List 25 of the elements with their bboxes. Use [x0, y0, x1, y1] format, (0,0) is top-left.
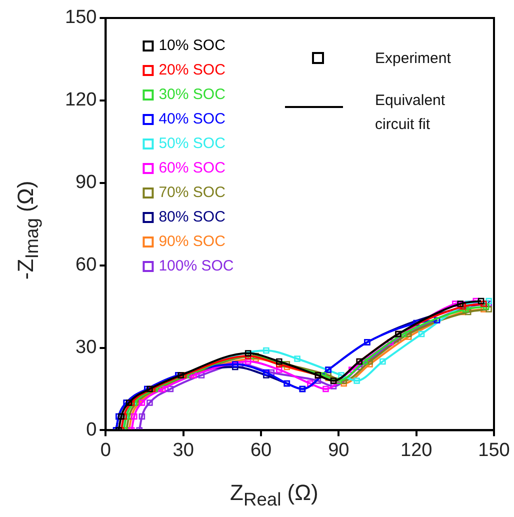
legend-label: 60% SOC — [158, 160, 226, 177]
y-tick-label: 120 — [65, 90, 97, 111]
x-tick-label: 90 — [328, 440, 350, 461]
x-axis-title: Z$_{Real}$ (Ω) — [230, 480, 318, 510]
legend-label: 100% SOC — [158, 258, 234, 275]
x-tick-label: 0 — [100, 440, 111, 461]
legend-label: 70% SOC — [158, 184, 226, 202]
x-tick-label: 60 — [250, 440, 272, 461]
legend-label: 40% SOC — [158, 110, 226, 128]
y-tick-label: 0 — [86, 419, 97, 440]
x-tick-label: 120 — [400, 440, 432, 461]
y-tick-label: 30 — [76, 336, 97, 358]
legend-label: 90% SOC — [158, 233, 226, 250]
annotation: Equivalent circuit fit — [375, 91, 446, 135]
y-tick-label: 60 — [76, 254, 97, 276]
legend-label: 50% SOC — [158, 135, 226, 152]
x-tick-label: 30 — [172, 440, 194, 461]
legend-label: 10% SOC — [158, 37, 226, 54]
annotation: Experiment — [375, 49, 452, 69]
legend-label: 20% SOC — [158, 62, 226, 79]
legend-label: 80% SOC — [158, 208, 226, 226]
x-tick-label: 150 — [478, 440, 510, 461]
legend-label: 30% SOC — [158, 86, 226, 104]
y-tick-label: 150 — [65, 7, 97, 28]
y-tick-label: 90 — [76, 172, 97, 194]
